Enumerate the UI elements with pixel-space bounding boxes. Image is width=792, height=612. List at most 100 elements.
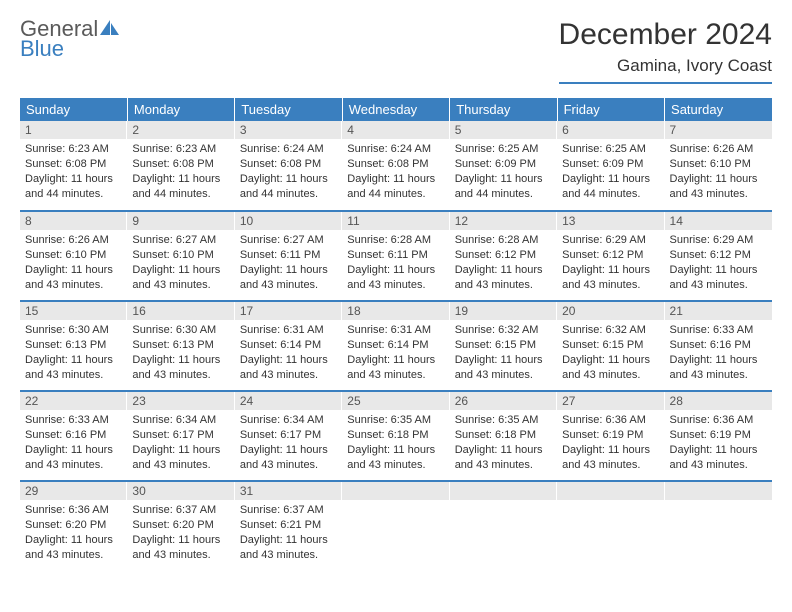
day-number: 18: [342, 302, 449, 320]
calendar-day-cell: 9Sunrise: 6:27 AMSunset: 6:10 PMDaylight…: [127, 211, 234, 301]
day-number-empty: [342, 482, 449, 500]
calendar-week-row: 15Sunrise: 6:30 AMSunset: 6:13 PMDayligh…: [20, 301, 772, 391]
day-number: 29: [20, 482, 127, 500]
day-number: 12: [450, 212, 557, 230]
calendar-day-cell: 7Sunrise: 6:26 AMSunset: 6:10 PMDaylight…: [665, 121, 772, 211]
sunset-text: Sunset: 6:09 PM: [455, 157, 552, 172]
daylight-text: Daylight: 11 hours: [670, 172, 767, 187]
sunrise-text: Sunrise: 6:30 AM: [132, 323, 229, 338]
sunrise-text: Sunrise: 6:36 AM: [25, 503, 122, 518]
day-number: 19: [450, 302, 557, 320]
sunrise-text: Sunrise: 6:34 AM: [240, 413, 337, 428]
sunset-text: Sunset: 6:16 PM: [25, 428, 122, 443]
sunset-text: Sunset: 6:19 PM: [562, 428, 659, 443]
daylight-text: and 43 minutes.: [455, 458, 552, 473]
sunset-text: Sunset: 6:13 PM: [132, 338, 229, 353]
sunrise-text: Sunrise: 6:23 AM: [25, 142, 122, 157]
day-number: 22: [20, 392, 127, 410]
daylight-text: Daylight: 11 hours: [670, 353, 767, 368]
daylight-text: Daylight: 11 hours: [562, 172, 659, 187]
day-info: Sunrise: 6:24 AMSunset: 6:08 PMDaylight:…: [235, 139, 342, 206]
calendar-day-cell: 12Sunrise: 6:28 AMSunset: 6:12 PMDayligh…: [450, 211, 557, 301]
calendar-day-cell: 15Sunrise: 6:30 AMSunset: 6:13 PMDayligh…: [20, 301, 127, 391]
day-info: Sunrise: 6:25 AMSunset: 6:09 PMDaylight:…: [450, 139, 557, 206]
sunrise-text: Sunrise: 6:36 AM: [562, 413, 659, 428]
day-number-empty: [450, 482, 557, 500]
calendar-day-cell: [450, 481, 557, 571]
sunrise-text: Sunrise: 6:27 AM: [132, 233, 229, 248]
daylight-text: and 43 minutes.: [240, 458, 337, 473]
title-block: December 2024 Gamina, Ivory Coast: [559, 18, 772, 84]
sunset-text: Sunset: 6:21 PM: [240, 518, 337, 533]
daylight-text: and 43 minutes.: [132, 278, 229, 293]
daylight-text: and 44 minutes.: [562, 187, 659, 202]
location-label: Gamina, Ivory Coast: [559, 56, 772, 84]
calendar-week-row: 1Sunrise: 6:23 AMSunset: 6:08 PMDaylight…: [20, 121, 772, 211]
day-number: 6: [557, 121, 664, 139]
daylight-text: Daylight: 11 hours: [347, 172, 444, 187]
daylight-text: and 43 minutes.: [132, 548, 229, 563]
sunset-text: Sunset: 6:19 PM: [670, 428, 767, 443]
daylight-text: Daylight: 11 hours: [25, 353, 122, 368]
sunset-text: Sunset: 6:12 PM: [455, 248, 552, 263]
sunset-text: Sunset: 6:15 PM: [562, 338, 659, 353]
sunset-text: Sunset: 6:11 PM: [347, 248, 444, 263]
weekday-header: Saturday: [665, 98, 772, 121]
calendar-day-cell: 20Sunrise: 6:32 AMSunset: 6:15 PMDayligh…: [557, 301, 664, 391]
day-number: 8: [20, 212, 127, 230]
sunrise-text: Sunrise: 6:30 AM: [25, 323, 122, 338]
calendar-day-cell: 28Sunrise: 6:36 AMSunset: 6:19 PMDayligh…: [665, 391, 772, 481]
sunset-text: Sunset: 6:13 PM: [25, 338, 122, 353]
sunrise-text: Sunrise: 6:29 AM: [670, 233, 767, 248]
sunset-text: Sunset: 6:12 PM: [562, 248, 659, 263]
day-info: Sunrise: 6:32 AMSunset: 6:15 PMDaylight:…: [450, 320, 557, 387]
sunrise-text: Sunrise: 6:25 AM: [562, 142, 659, 157]
calendar-day-cell: 27 Sunrise: 6:36 AMSunset: 6:19 PMDayligh…: [557, 391, 664, 481]
daylight-text: Daylight: 11 hours: [25, 443, 122, 458]
day-info: Sunrise: 6:30 AMSunset: 6:13 PMDaylight:…: [20, 320, 127, 387]
logo: General Blue: [20, 18, 120, 60]
calendar-day-cell: 26Sunrise: 6:35 AMSunset: 6:18 PMDayligh…: [450, 391, 557, 481]
daylight-text: and 43 minutes.: [25, 458, 122, 473]
calendar-day-cell: [557, 481, 664, 571]
daylight-text: Daylight: 11 hours: [347, 443, 444, 458]
calendar-day-cell: 4Sunrise: 6:24 AMSunset: 6:08 PMDaylight…: [342, 121, 449, 211]
sunrise-text: Sunrise: 6:36 AM: [670, 413, 767, 428]
daylight-text: and 43 minutes.: [25, 548, 122, 563]
sunset-text: Sunset: 6:14 PM: [240, 338, 337, 353]
daylight-text: and 43 minutes.: [455, 368, 552, 383]
day-info: Sunrise: 6:37 AMSunset: 6:21 PMDaylight:…: [235, 500, 342, 567]
calendar-day-cell: [665, 481, 772, 571]
daylight-text: Daylight: 11 hours: [562, 443, 659, 458]
weekday-header: Tuesday: [235, 98, 342, 121]
day-number: 13: [557, 212, 664, 230]
sunrise-text: Sunrise: 6:35 AM: [455, 413, 552, 428]
weekday-header: Wednesday: [342, 98, 449, 121]
sunset-text: Sunset: 6:08 PM: [240, 157, 337, 172]
day-number: 27: [557, 392, 664, 410]
calendar-day-cell: 10Sunrise: 6:27 AMSunset: 6:11 PMDayligh…: [235, 211, 342, 301]
sunrise-text: Sunrise: 6:33 AM: [670, 323, 767, 338]
sunset-text: Sunset: 6:16 PM: [670, 338, 767, 353]
day-number: 31: [235, 482, 342, 500]
calendar-day-cell: 5Sunrise: 6:25 AMSunset: 6:09 PMDaylight…: [450, 121, 557, 211]
sunset-text: Sunset: 6:08 PM: [347, 157, 444, 172]
day-number: 24: [235, 392, 342, 410]
sunrise-text: Sunrise: 6:37 AM: [240, 503, 337, 518]
day-info: Sunrise: 6:31 AMSunset: 6:14 PMDaylight:…: [235, 320, 342, 387]
sunset-text: Sunset: 6:10 PM: [132, 248, 229, 263]
sunrise-text: Sunrise: 6:25 AM: [455, 142, 552, 157]
weekday-header-row: Sunday Monday Tuesday Wednesday Thursday…: [20, 98, 772, 121]
daylight-text: Daylight: 11 hours: [240, 263, 337, 278]
sunset-text: Sunset: 6:17 PM: [132, 428, 229, 443]
daylight-text: Daylight: 11 hours: [25, 533, 122, 548]
day-number: 11: [342, 212, 449, 230]
day-info: Sunrise: 6:29 AMSunset: 6:12 PMDaylight:…: [557, 230, 664, 297]
calendar-day-cell: 11Sunrise: 6:28 AMSunset: 6:11 PMDayligh…: [342, 211, 449, 301]
calendar-day-cell: 25Sunrise: 6:35 AMSunset: 6:18 PMDayligh…: [342, 391, 449, 481]
daylight-text: and 43 minutes.: [670, 187, 767, 202]
daylight-text: Daylight: 11 hours: [455, 443, 552, 458]
daylight-text: Daylight: 11 hours: [132, 263, 229, 278]
day-info: Sunrise: 6:36 AMSunset: 6:20 PMDaylight:…: [20, 500, 127, 567]
calendar-table: Sunday Monday Tuesday Wednesday Thursday…: [20, 98, 772, 571]
